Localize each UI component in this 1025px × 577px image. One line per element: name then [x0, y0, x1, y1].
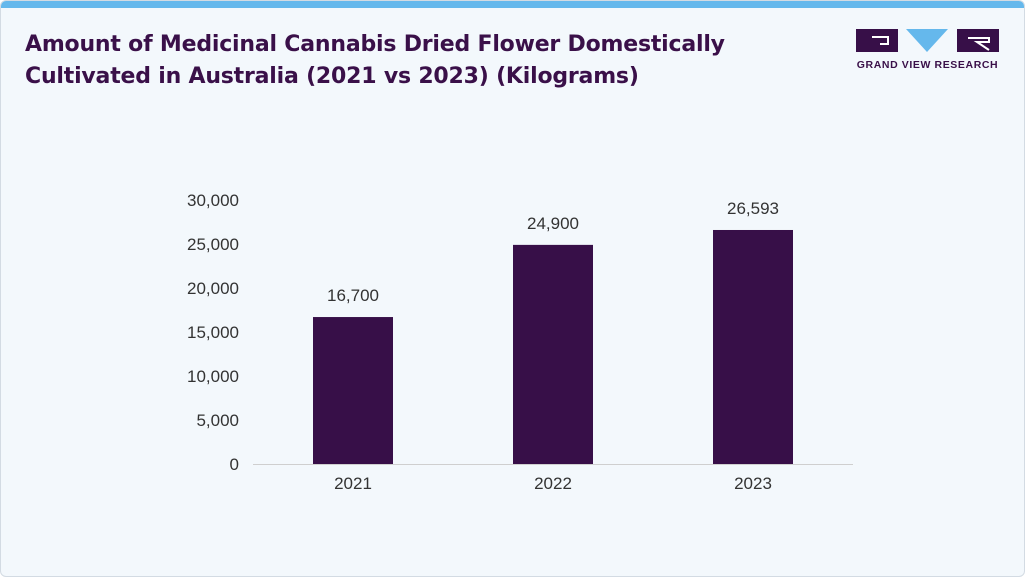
y-tick-label: 5,000: [196, 411, 239, 430]
brand-logo: GRAND VIEW RESEARCH: [856, 29, 999, 73]
x-tick-label-2023: 2023: [734, 474, 772, 493]
y-tick-label: 10,000: [187, 367, 239, 386]
logo-text: GRAND VIEW RESEARCH: [856, 59, 999, 71]
y-tick-label: 20,000: [187, 279, 239, 298]
y-tick-label: 0: [230, 455, 239, 474]
y-tick-label: 30,000: [187, 191, 239, 210]
bar-2021: [313, 317, 393, 464]
x-tick-label-2021: 2021: [334, 474, 372, 493]
bar-2023: [713, 229, 793, 464]
data-label-2021: 16,700: [327, 286, 379, 305]
data-label-2022: 24,900: [527, 214, 579, 233]
data-label-2023: 26,593: [727, 199, 779, 218]
logo-mark-icon: [856, 29, 999, 52]
y-tick-label: 15,000: [187, 323, 239, 342]
y-tick-label: 25,000: [187, 235, 239, 254]
x-tick-label-2022: 2022: [534, 474, 572, 493]
accent-bar: [1, 1, 1024, 8]
chart-title: Amount of Medicinal Cannabis Dried Flowe…: [25, 32, 725, 89]
bar-2022: [513, 244, 593, 464]
